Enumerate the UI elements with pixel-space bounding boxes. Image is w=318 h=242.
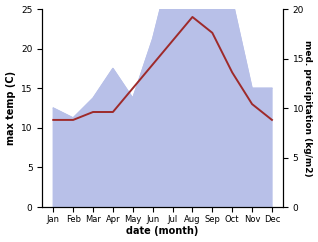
X-axis label: date (month): date (month) <box>127 227 199 236</box>
Y-axis label: max temp (C): max temp (C) <box>5 71 16 145</box>
Y-axis label: med. precipitation (kg/m2): med. precipitation (kg/m2) <box>303 40 313 176</box>
